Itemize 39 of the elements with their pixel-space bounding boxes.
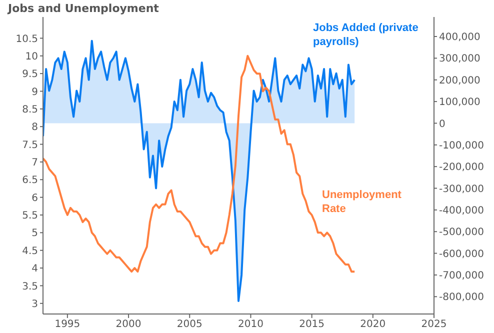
x-tick-label: 1995	[54, 319, 80, 330]
y-tick-label: 8.5	[22, 104, 38, 116]
y2-tick-label: -800,000	[439, 292, 484, 304]
y2-tick-label: -400,000	[439, 205, 484, 216]
y2-tick-label: -200,000	[439, 162, 484, 174]
x-tick-label: 2010	[238, 319, 264, 330]
y2-tick-label: 300,000	[439, 54, 480, 65]
x-tick-label: 2020	[360, 319, 386, 330]
y-tick-label: 10	[25, 51, 38, 62]
y-tick-label: 8	[32, 122, 38, 134]
y-tick-label: 3	[32, 298, 38, 310]
y2-tick-label: 0	[439, 118, 446, 130]
y2-tick-label: -300,000	[439, 184, 484, 195]
y-tick-label: 6.5	[22, 175, 38, 186]
y2-tick-label: -700,000	[439, 270, 484, 282]
y-tick-label: 10.5	[16, 34, 38, 45]
chart-title: Jobs and Unemployment	[8, 2, 159, 15]
x-tick-label: 2025	[421, 319, 447, 330]
series-label: Jobs Added (private payrolls)	[313, 21, 419, 49]
y-tick-label: 5.5	[22, 210, 38, 222]
series-label: Unemployment Rate	[322, 188, 402, 216]
y-tick-label: 4.5	[22, 246, 38, 257]
y2-tick-label: 400,000	[439, 32, 480, 44]
y-tick-label: 4	[32, 264, 38, 275]
y2-tick-label: -600,000	[439, 248, 484, 260]
y-tick-label: 9	[32, 86, 38, 98]
y2-tick-label: 200,000	[439, 75, 480, 86]
x-tick-label: 2015	[299, 319, 325, 330]
x-tick-label: 2000	[116, 319, 142, 330]
y2-tick-label: 100,000	[439, 97, 480, 108]
y-tick-label: 9.5	[22, 69, 38, 80]
y-tick-label: 3.5	[22, 281, 38, 292]
y2-tick-label: -100,000	[439, 140, 484, 152]
y-tick-label: 7.5	[22, 140, 38, 151]
y-tick-label: 7	[32, 158, 38, 169]
x-tick-label: 2005	[176, 319, 202, 330]
y-tick-label: 6	[32, 192, 38, 204]
y2-tick-label: -500,000	[439, 227, 484, 238]
y-tick-label: 5	[32, 228, 38, 240]
